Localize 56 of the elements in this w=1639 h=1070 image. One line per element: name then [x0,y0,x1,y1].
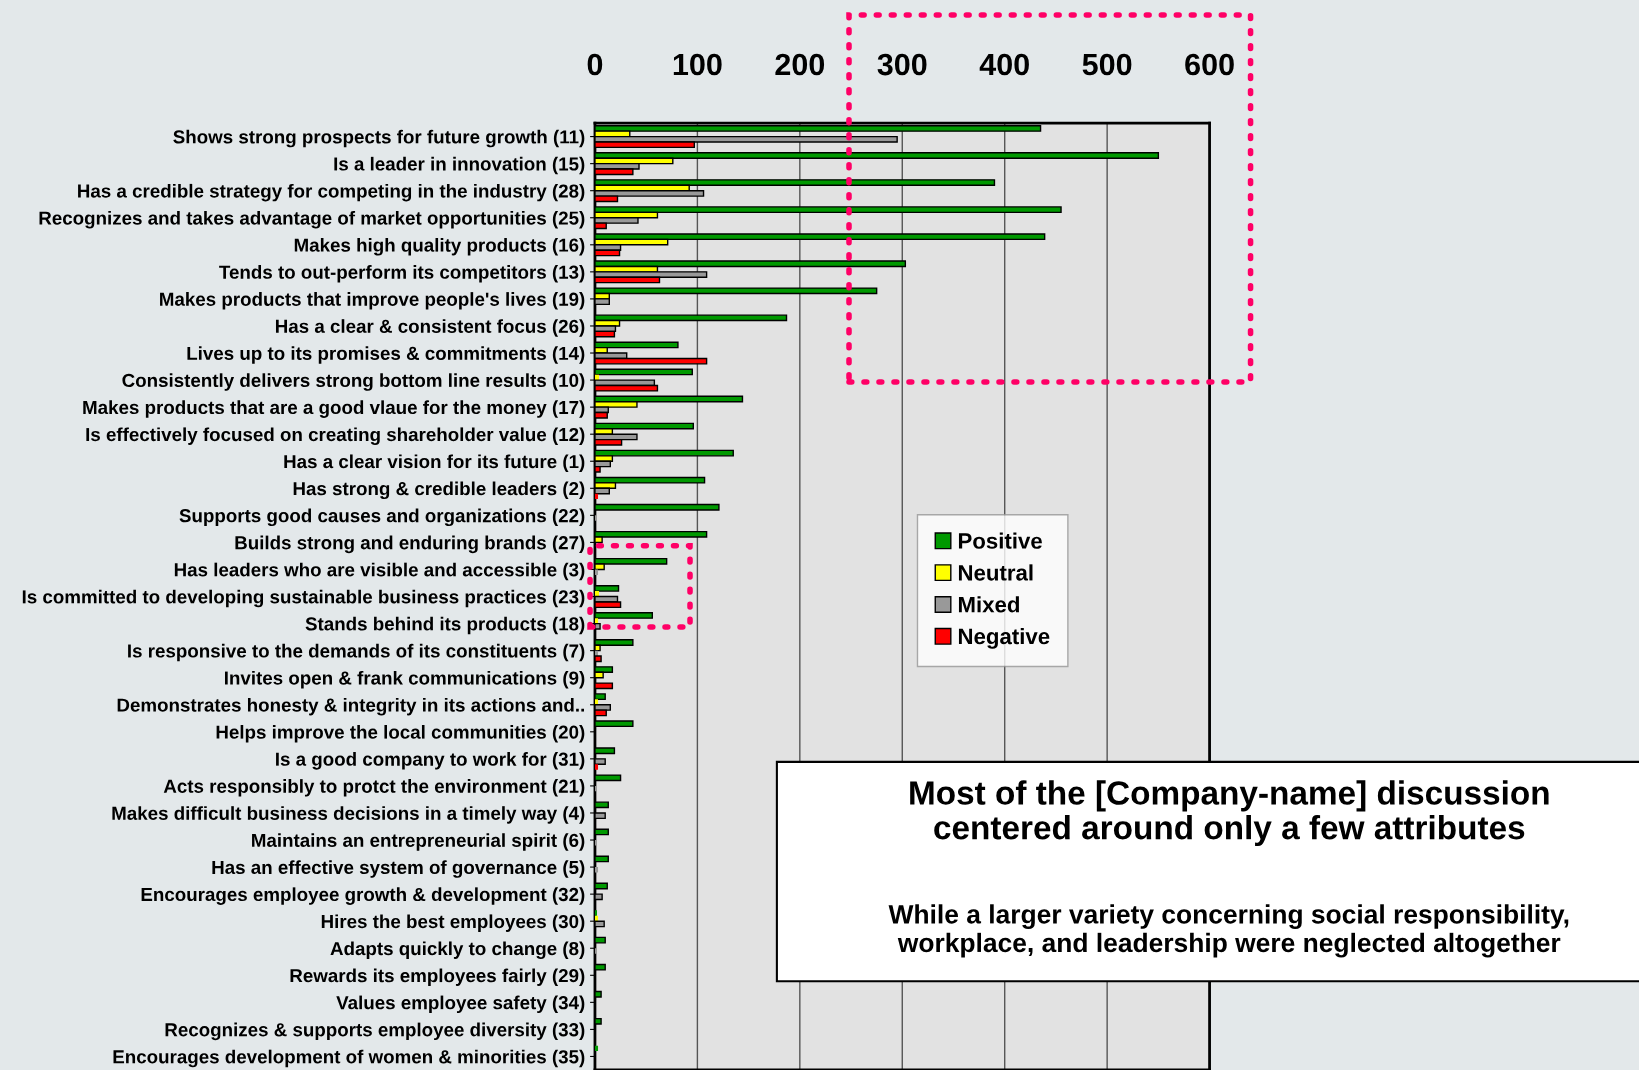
y-tick-label: Rewards its employees fairly (29) [290,968,585,986]
y-tick-label: Recognizes & supports employee diversity (33) [165,1022,585,1041]
y-tick-label: Makes products that improve people's lives (19) [160,292,585,310]
x-tick-label: 500 [1082,53,1132,76]
y-tick-label: Makes difficult business decisions in a timely way (4) [112,806,585,824]
x-tick-label: 100 [673,53,722,76]
y-tick-label: Makes high quality products (16) [294,238,585,256]
y-tick-label: Encourages employee growth & development (32) [141,887,585,905]
y-tick-label: Is responsive to the demands of its constituents (7) [128,643,585,662]
x-tick-label: 200 [775,53,825,76]
y-tick-label: Has leaders who are visible and accessible (3) [174,562,585,581]
y-tick-label: Is a leader in innovation (15) [334,156,585,175]
bar [594,764,599,770]
legend-label: Positive [958,532,1042,549]
legend-label: Mixed [958,596,1019,613]
bar [594,948,598,954]
y-tick-label: Builds strong and enduring brands (27) [235,535,585,554]
x-tick-label: 0 [587,53,603,76]
y-tick-label: Lives up to its promises & commitments (14) [187,346,585,364]
annotation: Most of the [Company-name] discussion centered around only a few attributes [910,780,1549,847]
y-tick-label: Demonstrates honesty & integrity in its actions and.. [117,697,584,716]
y-tick-label: Makes products that are a good vlaue for the money (17) [83,400,585,418]
y-tick-label: Stands behind its products (18) [305,616,585,635]
bar [594,569,599,575]
y-tick-label: Has strong & credible leaders (2) [293,481,585,500]
y-tick-label: Helps improve the local communities (20) [216,725,585,743]
legend-label: Neutral [958,564,1033,581]
y-tick-label: Has a clear vision for its future (1) [284,454,585,472]
y-tick-label: Encourages development of women & minorities (35) [113,1049,585,1068]
y-tick-label: Adapts quickly to change (8) [330,941,585,960]
x-tick-label: 600 [1185,53,1234,76]
bar [594,515,598,521]
x-tick-label: 400 [979,53,1029,76]
y-tick-label: Invites open & frank communications (9) [224,670,585,689]
y-tick-label: Is a good company to work for (31) [276,752,585,770]
y-tick-label: Has a clear & consistent focus (26) [275,319,585,337]
y-tick-label: Is committed to developing sustainable business practices (23) [22,589,585,608]
y-tick-label: Consistently delivers strong bottom line results (10) [122,373,585,391]
y-tick-label: Maintains an entrepreneurial spirit (6) [252,833,585,851]
bar [594,785,598,792]
y-tick-label: Acts responsibly to protct the environment (21) [163,779,585,797]
x-tick-label: 300 [877,53,927,76]
y-tick-label: Tends to out-perform its competitors (13) [219,265,585,283]
y-tick-label: Is effectively focused on creating shareholder value (12) [86,427,585,445]
y-tick-label: Has an effective system of governance (5) [212,860,585,878]
annotation: While a larger variety concerning social responsibility, workplace, and leadership were neglected altogether [888,904,1569,958]
legend-label: Negative [958,627,1050,649]
bar [594,840,598,846]
y-tick-label: Recognizes and takes advantage of market opportunities (25) [39,210,585,229]
y-tick-label: Hires the best employees (30) [321,914,585,932]
y-tick-label: Shows strong prospects for future growth (11) [173,129,585,148]
bar [594,591,600,597]
bar [594,910,598,916]
y-tick-label: Values employee safety (34) [336,995,585,1014]
y-tick-label: Supports good causes and organizations (22) [179,508,585,527]
y-tick-label: Has a credible strategy for competing in the industry (28) [78,183,585,202]
